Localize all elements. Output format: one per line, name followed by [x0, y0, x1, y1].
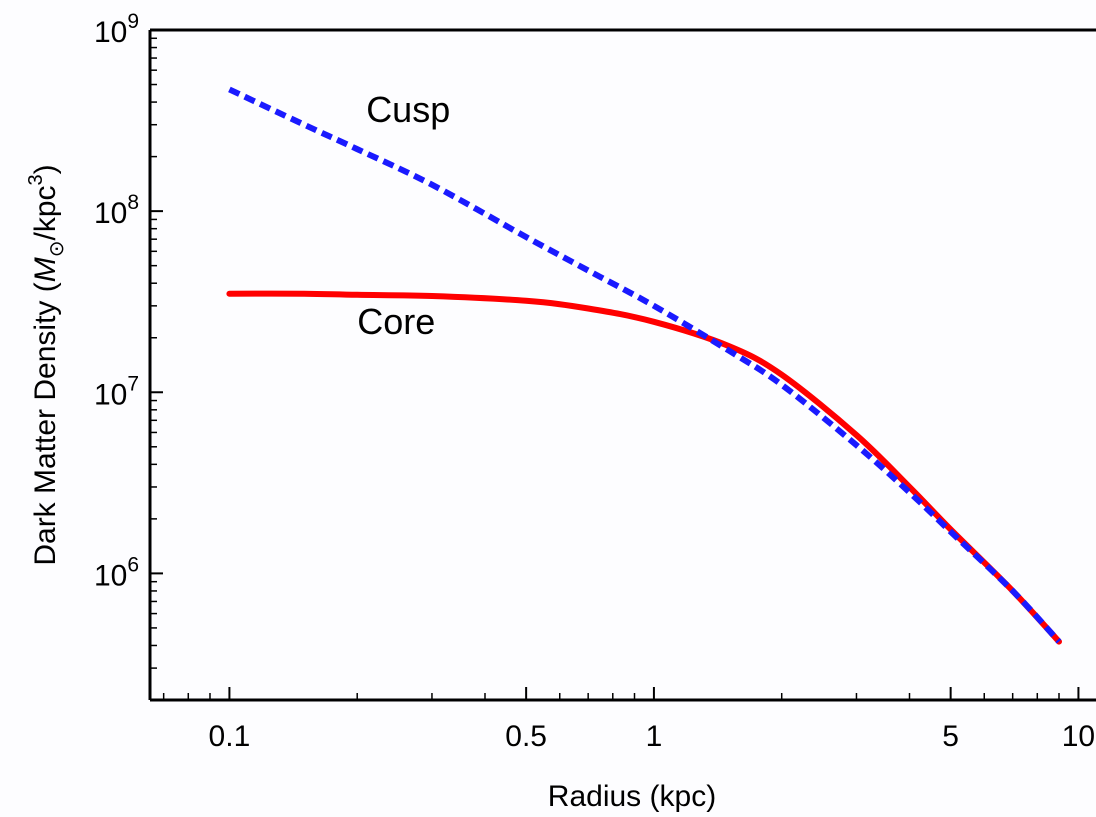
annotation-layer: Cusp Core — [357, 89, 450, 342]
y-tick-label-base: 10 — [94, 197, 127, 230]
x-tick-label: 0.1 — [209, 720, 251, 753]
y-tick-label-base: 10 — [94, 559, 127, 592]
plot-frame — [148, 28, 1096, 702]
y-axis-title-cube: 3 — [25, 174, 47, 185]
annotation-cusp: Cusp — [366, 89, 450, 130]
y-axis-title-unit: /kpc — [29, 185, 62, 240]
y-tick-label-exponent: 9 — [127, 10, 139, 33]
series-layer — [226, 86, 1062, 645]
x-tick-label: 5 — [942, 720, 959, 753]
series-line-core — [226, 290, 1062, 645]
x-tick-label: 10 — [1062, 720, 1095, 753]
y-axis-title-prefix: Dark Matter Density ( — [29, 282, 62, 565]
x-tick-label: 0.5 — [505, 720, 547, 753]
y-axis-title-mass: M — [29, 257, 62, 282]
y-tick-label-base: 10 — [94, 16, 127, 49]
y-tick-label: 108 — [94, 191, 139, 230]
annotation-core: Core — [357, 301, 435, 342]
y-tick-label-exponent: 6 — [127, 553, 139, 576]
y-tick-label-exponent: 8 — [127, 191, 139, 214]
y-tick-label-base: 10 — [94, 378, 127, 411]
y-tick-label: 107 — [94, 372, 139, 411]
series-line-cusp — [228, 86, 1062, 644]
y-axis-title-suffix: ) — [29, 164, 62, 174]
y-tick-label-exponent: 7 — [127, 372, 139, 395]
minor-ticks — [150, 37, 1060, 701]
y-axis-title: Dark Matter Density (M⊙/kpc3) — [25, 164, 68, 565]
x-tick-label: 1 — [646, 720, 663, 753]
y-axis-title-sun-symbol: ⊙ — [46, 241, 68, 258]
y-tick-label: 106 — [94, 553, 139, 592]
y-tick-label: 109 — [94, 10, 139, 49]
x-axis-title: Radius (kpc) — [548, 780, 716, 813]
